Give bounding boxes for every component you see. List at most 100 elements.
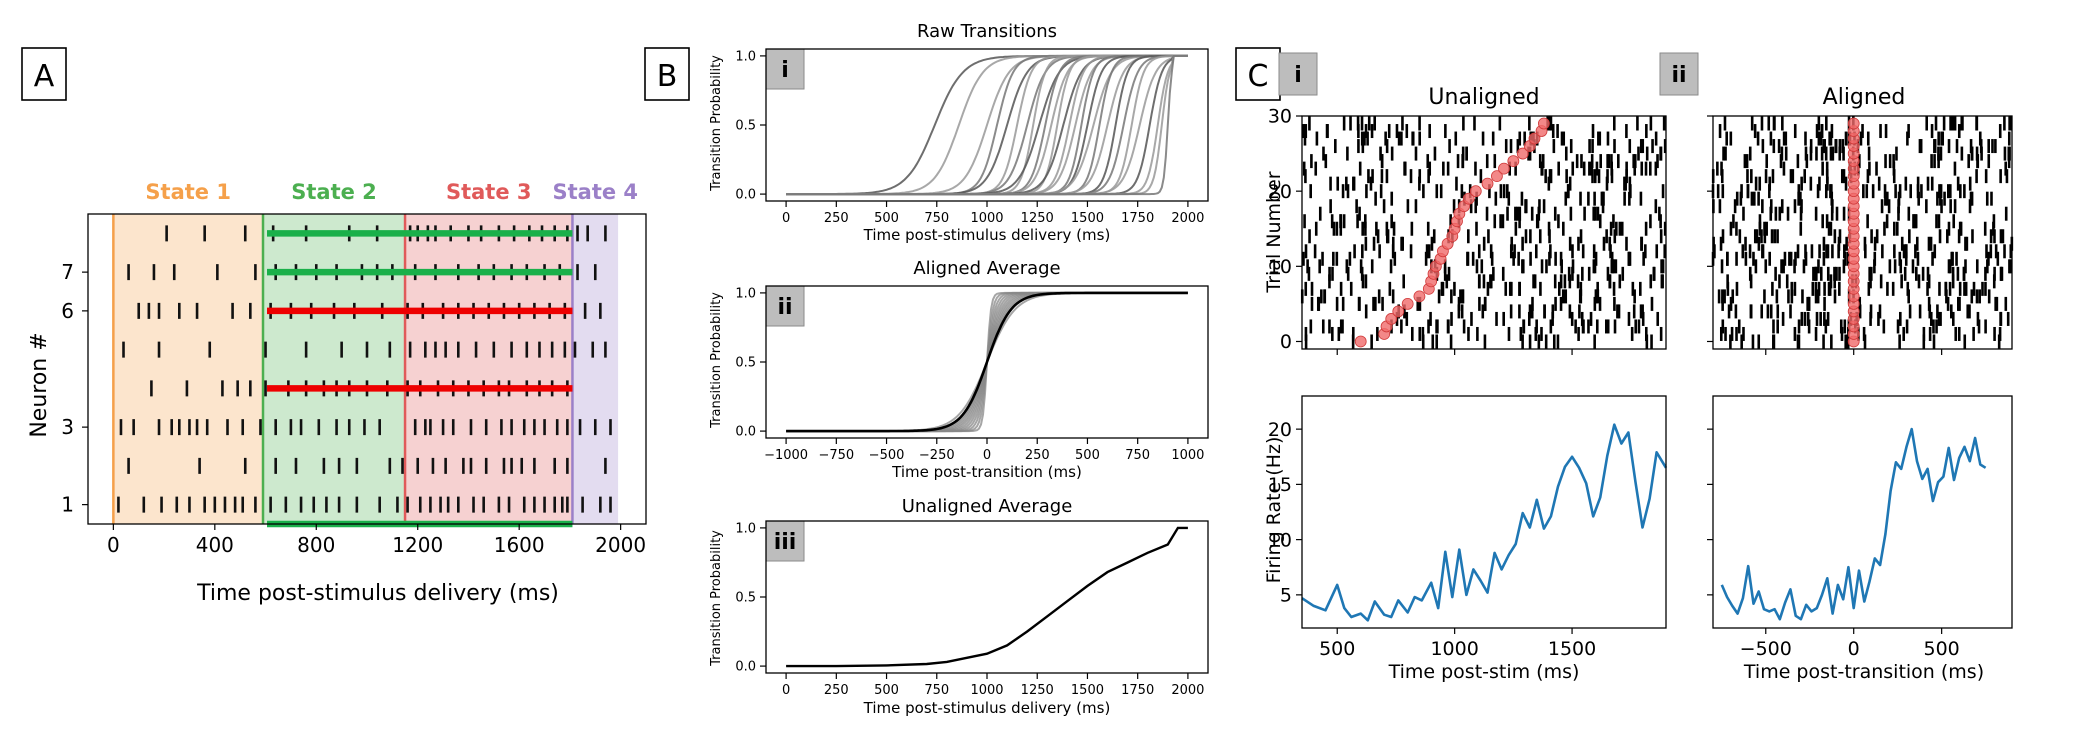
panel-b-ii-xlabel: Time post-transition (ms) xyxy=(891,463,1082,481)
transition-marker xyxy=(1516,147,1529,160)
state-region-1 xyxy=(113,214,264,524)
panel-b-iii-title: Unaligned Average xyxy=(902,496,1073,517)
panel-b-x-tick-label: 1750 xyxy=(1121,683,1154,698)
panel-b-ii-tag xyxy=(765,285,805,327)
transition-marker xyxy=(1401,298,1414,310)
panel-b-i-tag-label: i xyxy=(781,58,789,83)
panel-b-iii-xlabel: Time post-stimulus delivery (ms) xyxy=(863,699,1111,717)
panel-c-i-rate-xlabel: Time post-stim (ms) xyxy=(1388,661,1580,683)
panel-b-x-tick-label: 250 xyxy=(824,211,849,226)
transition-marker xyxy=(1507,155,1520,167)
state-region-2 xyxy=(263,214,406,524)
panel-c-rate-y-tick-label: 15 xyxy=(1268,474,1292,496)
aligned-average-line xyxy=(786,291,1188,433)
transition-marker xyxy=(1537,117,1550,130)
panel-c-raster-y-tick-label: 10 xyxy=(1268,256,1292,278)
panel-a-y-tick-label: 6 xyxy=(61,299,74,323)
panel-a-ylabel: Neuron # xyxy=(27,332,52,437)
state-label-4: State 4 xyxy=(552,180,638,204)
panel-a-x-tick-label: 2000 xyxy=(595,533,646,557)
panel-c-ii-tag-label: ii xyxy=(1671,63,1686,88)
panel-b-x-tick-label: 750 xyxy=(924,683,949,698)
panel-b-x-tick-label: 1000 xyxy=(970,683,1003,698)
panel-b-y-tick-label: 0.5 xyxy=(735,591,756,606)
panel-b-x-tick-label: 500 xyxy=(1075,448,1100,463)
panel-c-i-title: Unaligned xyxy=(1428,85,1539,110)
panel-b-ii-ylabel: Transition Probability xyxy=(709,292,724,429)
panel-c-ii-tag xyxy=(1659,52,1699,96)
panel-c-rate-x-tick-label: 500 xyxy=(1319,638,1355,660)
transition-marker xyxy=(1481,177,1494,190)
panel-b-x-tick-label: 250 xyxy=(1025,448,1050,463)
panel-b-label: B xyxy=(657,59,678,94)
panel-a-x-tick-label: 1200 xyxy=(392,533,443,557)
panel-b-x-tick-label: −250 xyxy=(919,448,955,463)
panel-c-box xyxy=(1235,47,1281,101)
state-label-2: State 2 xyxy=(291,180,377,204)
panel-b-i-title: Raw Transitions xyxy=(917,21,1057,42)
panel-b-y-tick-label: 0.5 xyxy=(735,356,756,371)
panel-c-raster-y-tick-label: 20 xyxy=(1268,181,1292,203)
panel-c-raster-frame xyxy=(1712,115,2013,350)
panel-a-y-tick-label: 1 xyxy=(61,493,74,517)
panel-c-i-tag xyxy=(1278,52,1318,96)
panel-a-x-tick-label: 0 xyxy=(107,533,120,557)
panel-b-y-tick-label: 1.0 xyxy=(735,286,756,301)
panel-a-x-tick-label: 800 xyxy=(297,533,335,557)
panel-a-box xyxy=(21,47,67,101)
panel-c-rate-y-tick-label: 10 xyxy=(1268,529,1292,551)
panel-a-x-tick-label: 1600 xyxy=(494,533,545,557)
transition-marker xyxy=(1847,117,1860,130)
panel-a-y-tick-label: 7 xyxy=(61,260,74,284)
panel-c-chart: i ii Unaligned Aligned Trial Number Firi… xyxy=(1263,52,1984,683)
unaligned-average-line xyxy=(786,526,1188,668)
transition-marker xyxy=(1498,162,1510,175)
panel-c-rate-x-tick-label: 0 xyxy=(1848,638,1860,660)
raw-transition-line xyxy=(786,54,1188,196)
panel-c-ii-title: Aligned xyxy=(1823,85,1906,110)
transition-marker xyxy=(1385,313,1398,325)
panel-a-chart: Neuron # Time post-stimulus delivery (ms… xyxy=(27,332,559,606)
transition-marker xyxy=(1354,335,1367,348)
panel-b-iii-tag xyxy=(765,520,805,562)
panel-c-raster-y-tick-label: 0 xyxy=(1280,331,1292,353)
panel-b-i-ylabel: Transition Probability xyxy=(709,55,724,192)
panel-b-x-tick-label: 250 xyxy=(824,683,849,698)
state-region-4 xyxy=(572,214,619,524)
firing-rate-line xyxy=(1720,427,1987,621)
state-label-3: State 3 xyxy=(446,180,532,204)
panel-b-x-tick-label: 500 xyxy=(874,683,899,698)
raw-transition-line xyxy=(786,54,1188,196)
panel-b-x-tick-label: 1750 xyxy=(1121,211,1154,226)
panel-b-y-tick-label: 0.0 xyxy=(735,188,756,203)
panel-b-y-tick-label: 0.0 xyxy=(735,425,756,440)
transition-marker xyxy=(1469,185,1482,198)
panel-b-x-tick-label: 0 xyxy=(782,211,790,226)
panel-c-raster-y-tick-label: 30 xyxy=(1268,106,1292,128)
panel-b-x-tick-label: −1000 xyxy=(764,448,808,463)
state-label-1: State 1 xyxy=(145,180,231,204)
panel-b-x-tick-label: 750 xyxy=(924,211,949,226)
panel-b-iii-tag-label: iii xyxy=(774,530,797,555)
panel-b-x-tick-label: −500 xyxy=(869,448,905,463)
panel-c-rate-x-tick-label: 1000 xyxy=(1430,638,1478,660)
panel-b-iii-ylabel: Transition Probability xyxy=(709,530,724,667)
transition-marker xyxy=(1462,192,1475,205)
panel-b-y-tick-label: 0.5 xyxy=(735,119,756,134)
state-region-3 xyxy=(405,214,573,524)
firing-rate-line xyxy=(1301,423,1668,622)
panel-b-x-tick-label: −750 xyxy=(818,448,854,463)
panel-b-x-tick-label: 1500 xyxy=(1071,211,1104,226)
panel-b-y-tick-label: 1.0 xyxy=(735,521,756,536)
panel-c-rate-x-tick-label: −500 xyxy=(1740,638,1792,660)
panel-a-x-tick-label: 400 xyxy=(196,533,234,557)
panel-b-x-tick-label: 1000 xyxy=(1171,448,1204,463)
panel-c-rate-x-tick-label: 1500 xyxy=(1548,638,1596,660)
panel-a-frame xyxy=(87,213,647,525)
panel-b-x-tick-label: 0 xyxy=(983,448,991,463)
panel-c-label: C xyxy=(1248,59,1269,94)
transition-marker xyxy=(1491,170,1503,183)
panel-b-y-tick-label: 0.0 xyxy=(735,660,756,675)
transition-marker xyxy=(1392,305,1405,318)
